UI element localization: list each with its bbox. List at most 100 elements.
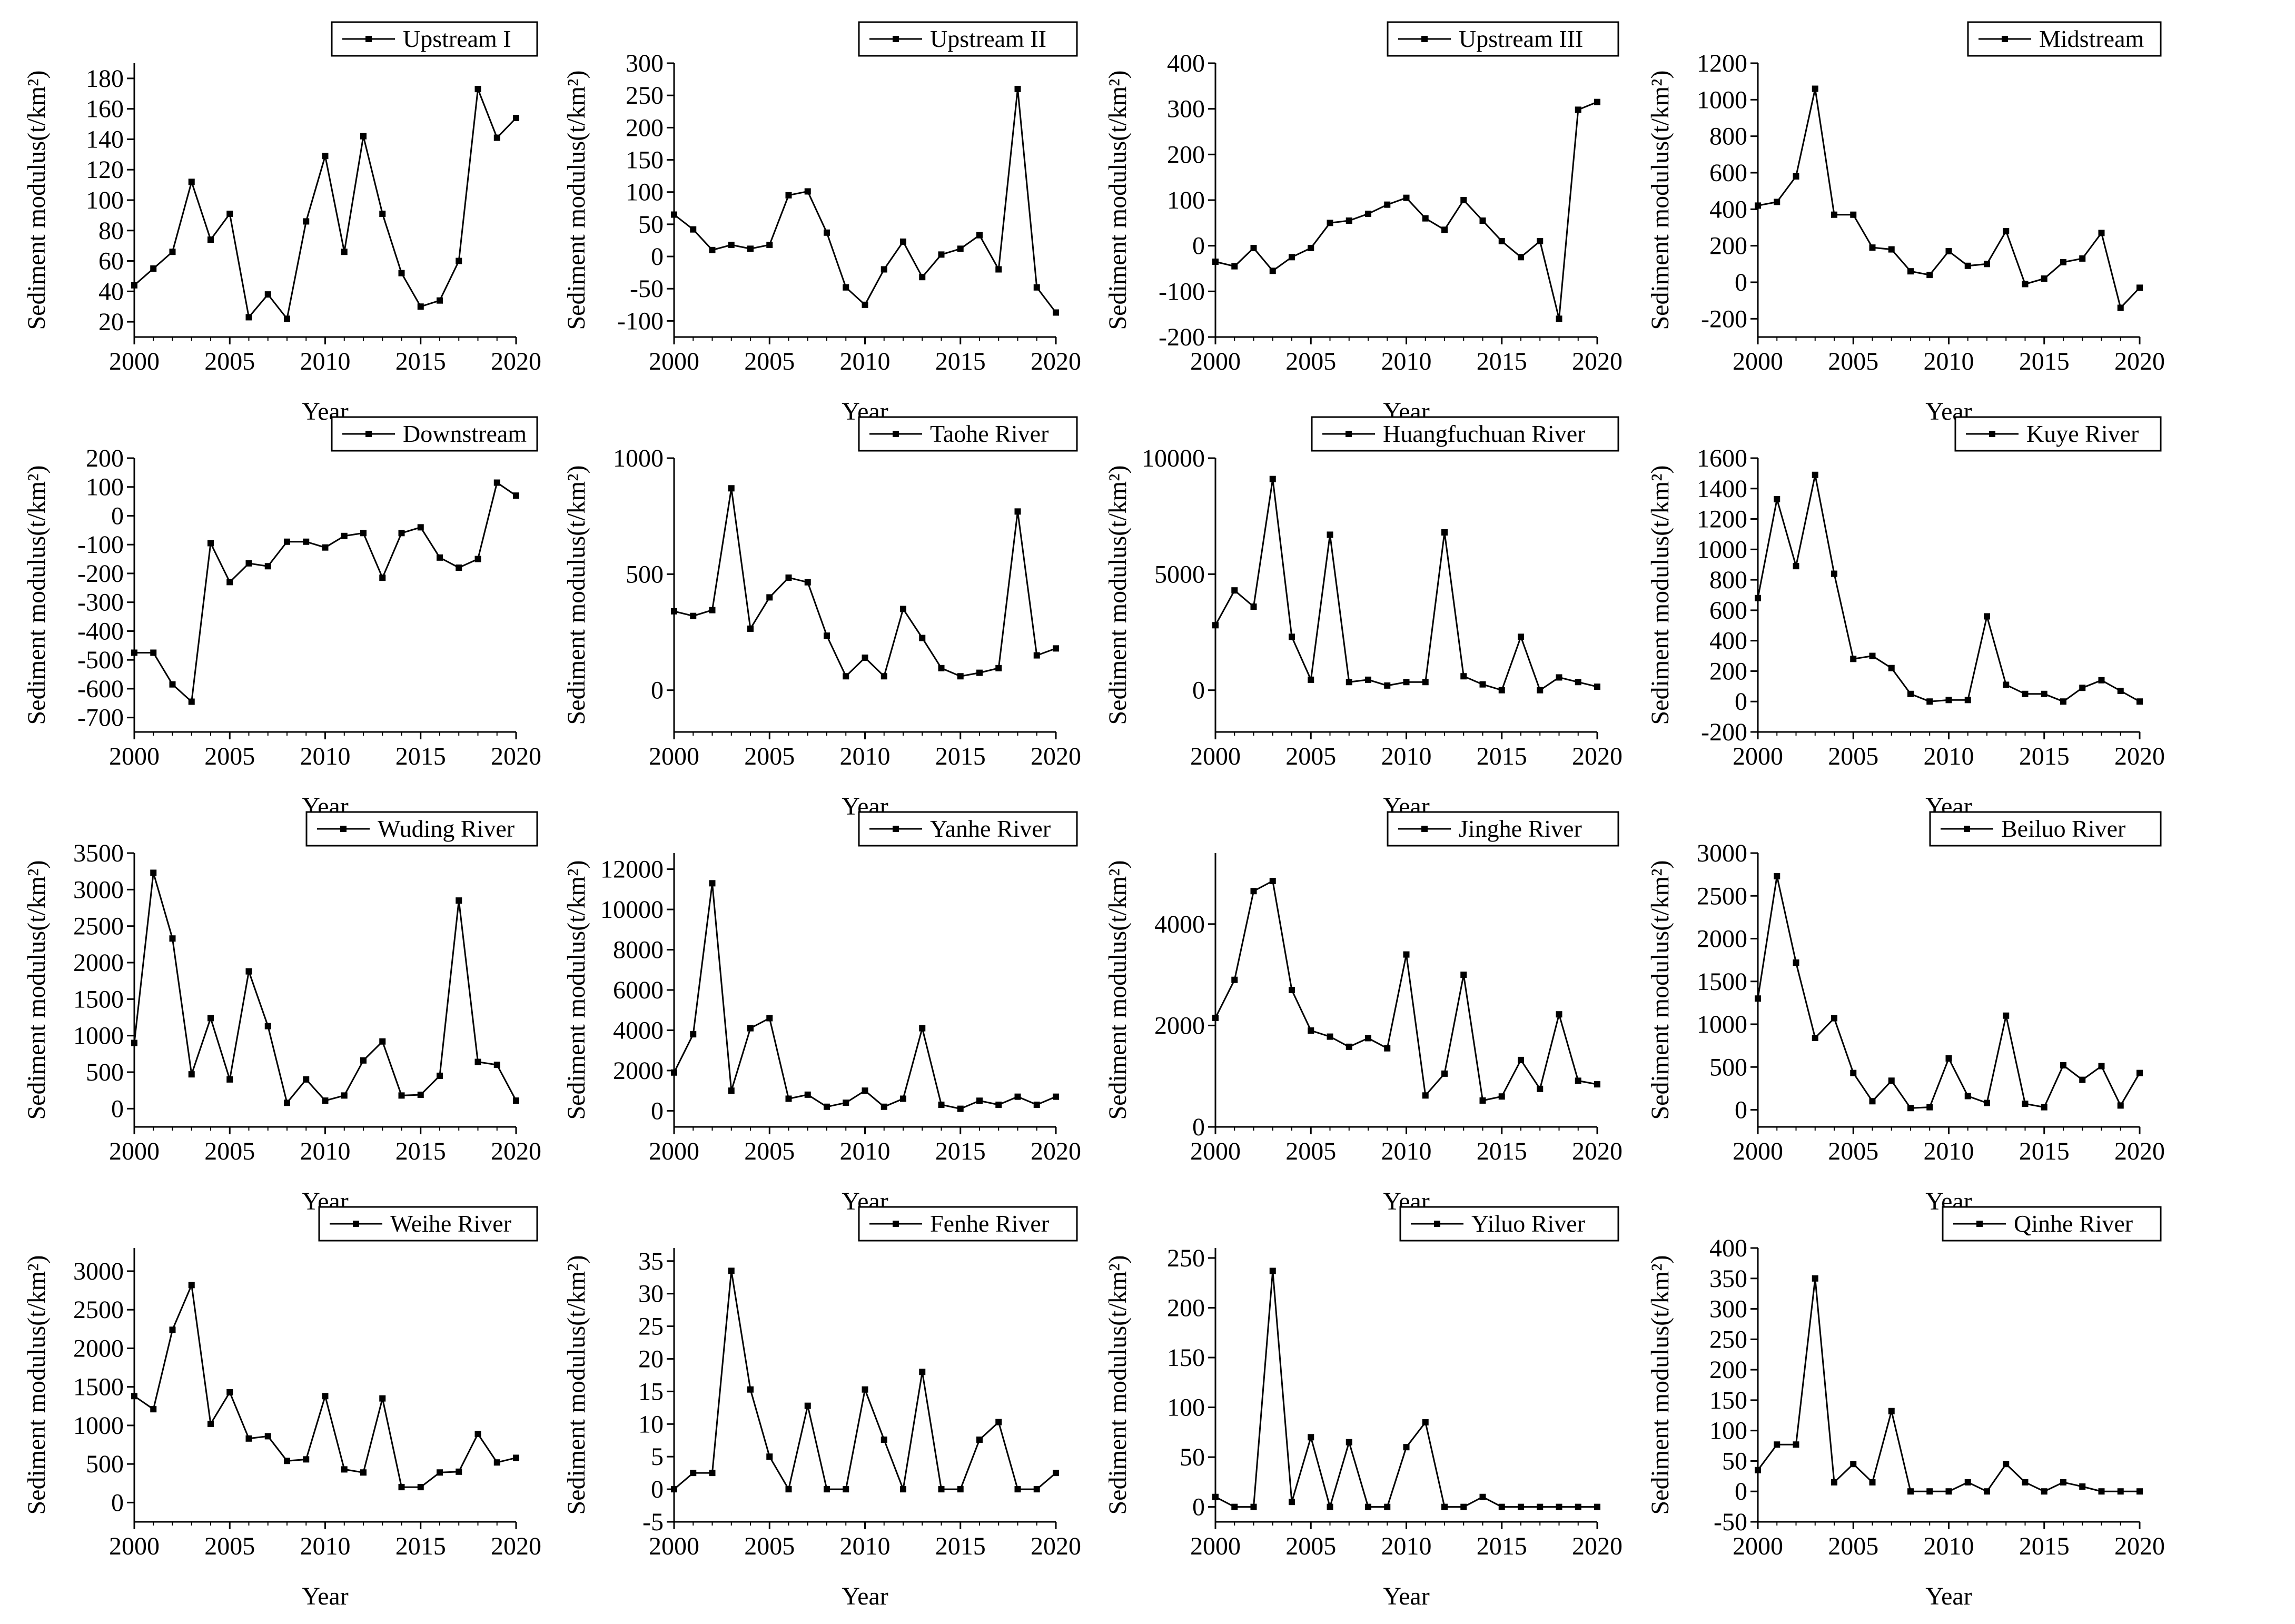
data-point bbox=[881, 266, 887, 273]
data-point bbox=[188, 179, 195, 185]
data-point bbox=[1984, 1100, 1990, 1106]
data-point bbox=[1327, 220, 1333, 226]
y-axis-title: Sediment modulus(t/km²) bbox=[562, 1255, 590, 1514]
y-axis-title: Sediment modulus(t/km²) bbox=[1104, 70, 1132, 330]
data-point bbox=[1289, 254, 1295, 261]
y-tick-label: 250 bbox=[1167, 1244, 1205, 1272]
data-point bbox=[1250, 888, 1257, 895]
y-tick-label: 0 bbox=[1192, 1113, 1205, 1141]
data-point bbox=[474, 556, 481, 562]
legend-label: Kuye River bbox=[2026, 420, 2139, 447]
data-point bbox=[995, 266, 1002, 273]
data-point bbox=[1250, 245, 1257, 251]
series-line bbox=[1757, 474, 2140, 702]
y-tick-label: -100 bbox=[1159, 278, 1205, 305]
data-point bbox=[264, 563, 271, 570]
x-tick-label: 2000 bbox=[1733, 742, 1783, 770]
data-point bbox=[207, 540, 214, 547]
data-point bbox=[437, 1469, 443, 1476]
data-point bbox=[1888, 1077, 1895, 1084]
x-tick-label: 2005 bbox=[1285, 1137, 1336, 1165]
data-point bbox=[938, 1101, 945, 1108]
legend-label: Yiluo River bbox=[1471, 1210, 1585, 1237]
data-point bbox=[1308, 676, 1314, 683]
data-point bbox=[1755, 595, 1761, 601]
y-tick-label: 0 bbox=[651, 1097, 664, 1125]
data-point bbox=[417, 524, 424, 531]
legend-label: Beiluo River bbox=[2001, 815, 2125, 842]
data-point bbox=[804, 1091, 811, 1098]
panel-yanhe-river: 2000 2005 2010 2015 2020 0 2000 4000 6000 8000 100… bbox=[562, 811, 1081, 1215]
data-point bbox=[976, 232, 983, 239]
y-tick-label: 2000 bbox=[1697, 925, 1747, 953]
y-tick-label: 25 bbox=[638, 1313, 664, 1341]
data-point bbox=[360, 133, 367, 140]
y-tick-label: 1000 bbox=[73, 1412, 124, 1440]
data-point bbox=[303, 218, 310, 225]
data-point bbox=[1384, 1045, 1391, 1052]
y-tick-label: 20 bbox=[638, 1345, 664, 1373]
data-point bbox=[1945, 1055, 1952, 1062]
y-tick-label: -200 bbox=[1701, 305, 1747, 333]
data-point bbox=[1774, 873, 1780, 879]
y-axis-title: Sediment modulus(t/km²) bbox=[1646, 860, 1674, 1120]
data-point bbox=[2079, 685, 2086, 691]
y-tick-label: 2000 bbox=[73, 1334, 124, 1362]
data-point bbox=[1774, 199, 1780, 205]
data-point bbox=[1594, 1503, 1600, 1510]
legend-marker-sample bbox=[893, 1221, 899, 1227]
y-tick-label: 2000 bbox=[73, 949, 124, 977]
y-tick-label: 1500 bbox=[1697, 968, 1747, 996]
data-point bbox=[1850, 1070, 1857, 1076]
x-tick-label: 2020 bbox=[1572, 742, 1623, 770]
x-tick-label: 2005 bbox=[204, 1532, 255, 1560]
data-point bbox=[169, 935, 176, 942]
y-tick-label: 3000 bbox=[73, 876, 124, 904]
data-point bbox=[437, 554, 443, 561]
data-point bbox=[824, 229, 830, 236]
data-point bbox=[1575, 1503, 1581, 1510]
data-point bbox=[804, 188, 811, 195]
data-point bbox=[341, 1092, 348, 1099]
y-tick-label: 100 bbox=[1167, 186, 1205, 214]
x-tick-label: 2005 bbox=[1285, 742, 1336, 770]
data-point bbox=[169, 1326, 176, 1333]
data-point bbox=[2022, 281, 2029, 288]
y-tick-label: 5 bbox=[651, 1443, 664, 1471]
legend-marker-sample bbox=[893, 36, 899, 42]
y-axis-title: Sediment modulus(t/km²) bbox=[1104, 860, 1132, 1120]
data-point bbox=[1869, 652, 1876, 659]
x-tick-label: 2005 bbox=[1828, 1137, 1878, 1165]
data-point bbox=[1831, 1015, 1837, 1022]
data-point bbox=[245, 560, 252, 567]
y-tick-label: 500 bbox=[86, 1450, 124, 1478]
y-tick-label: 50 bbox=[1722, 1447, 1747, 1475]
data-point bbox=[862, 1087, 868, 1094]
x-tick-label: 2015 bbox=[935, 1137, 986, 1165]
data-point bbox=[900, 1486, 906, 1493]
panel-taohe-river: 2000 2005 2010 2015 202005001000YearSediment… bbox=[562, 416, 1081, 820]
data-point bbox=[2041, 1488, 2047, 1495]
panel-beiluo-river: 2000 2005 2010 2015 2020 0 500 1000 1500 2000 2500… bbox=[1646, 811, 2165, 1215]
y-tick-label: 800 bbox=[1709, 566, 1747, 594]
x-axis-title: Year bbox=[1925, 1582, 1972, 1610]
data-point bbox=[2098, 677, 2105, 684]
x-tick-label: 2015 bbox=[395, 1532, 446, 1560]
data-point bbox=[1212, 1014, 1219, 1021]
data-point bbox=[1250, 603, 1257, 610]
y-tick-label: 0 bbox=[651, 677, 664, 705]
data-point bbox=[1850, 656, 1857, 662]
x-tick-label: 2020 bbox=[1031, 742, 1081, 770]
y-tick-label: 500 bbox=[626, 560, 664, 588]
data-point bbox=[1888, 246, 1895, 253]
data-point bbox=[690, 226, 697, 233]
data-point bbox=[2022, 1101, 2029, 1107]
data-point bbox=[1014, 1486, 1021, 1493]
y-tick-label: 500 bbox=[86, 1058, 124, 1086]
y-tick-label: -50 bbox=[1714, 1508, 1747, 1536]
data-point bbox=[513, 1097, 519, 1104]
data-point bbox=[1498, 687, 1505, 694]
data-point bbox=[785, 574, 792, 581]
data-point bbox=[360, 1469, 367, 1476]
